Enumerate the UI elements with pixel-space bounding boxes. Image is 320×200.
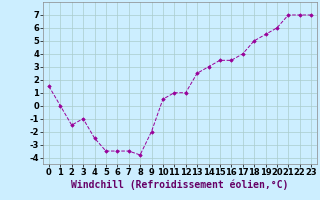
X-axis label: Windchill (Refroidissement éolien,°C): Windchill (Refroidissement éolien,°C) — [71, 180, 289, 190]
